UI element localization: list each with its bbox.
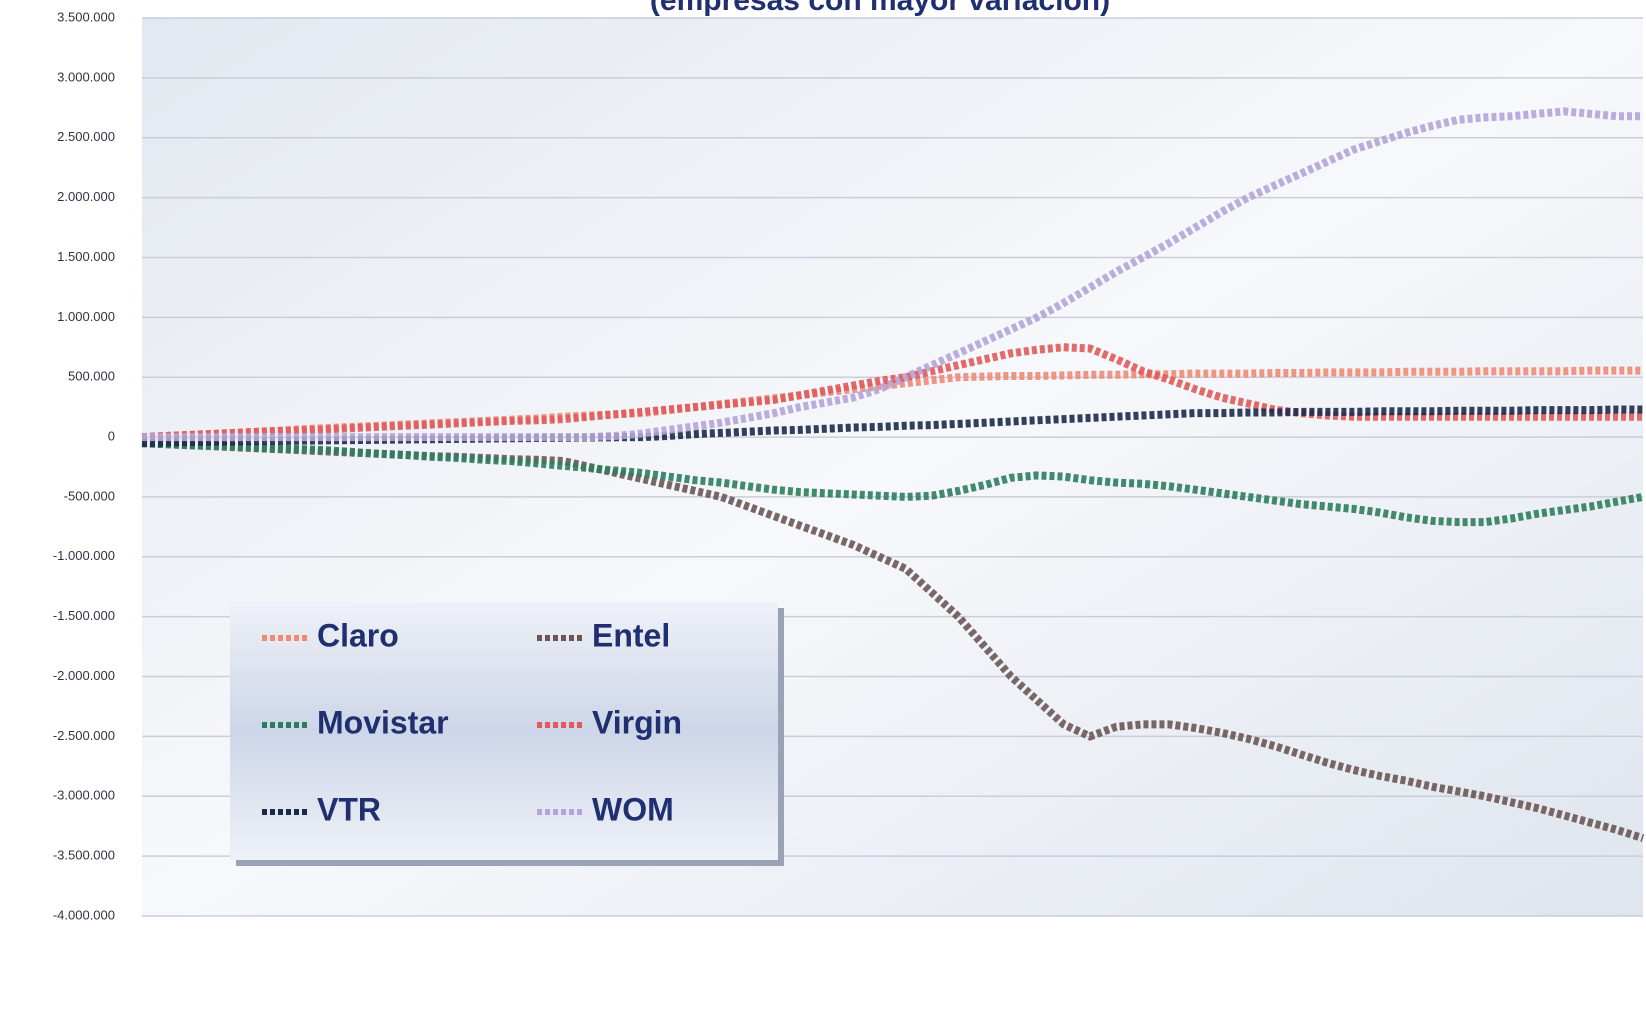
y-tick-label: -1.000.000 xyxy=(53,548,115,563)
y-tick-label: -4.000.000 xyxy=(53,907,115,922)
series-line xyxy=(142,107,1643,442)
legend-label: VTR xyxy=(317,791,381,827)
chart-title: (empresas con mayor variación) xyxy=(650,0,1110,17)
y-tick-label: 500.000 xyxy=(68,369,115,384)
legend-label: Claro xyxy=(317,617,399,653)
legend-box xyxy=(230,602,778,860)
y-tick-label: -3.500.000 xyxy=(53,848,115,863)
legend-label: Entel xyxy=(592,617,670,653)
legend-label: Virgin xyxy=(592,704,682,740)
y-tick-label: 3.500.000 xyxy=(57,9,115,24)
legend-label: Movistar xyxy=(317,704,449,740)
y-tick-label: -2.500.000 xyxy=(53,728,115,743)
y-tick-label: 0 xyxy=(108,429,115,444)
y-tick-label: 3.000.000 xyxy=(57,69,115,84)
y-tick-label: -1.500.000 xyxy=(53,608,115,623)
y-tick-label: 2.500.000 xyxy=(57,129,115,144)
series-line xyxy=(141,343,1643,442)
y-tick-label: 1.000.000 xyxy=(57,309,115,324)
y-tick-label: 2.000.000 xyxy=(57,189,115,204)
y-tick-label: -500.000 xyxy=(64,488,115,503)
series-line xyxy=(141,439,1644,527)
y-tick-label: -3.000.000 xyxy=(53,788,115,803)
y-tick-label: -2.000.000 xyxy=(53,668,115,683)
legend-label: WOM xyxy=(592,791,674,827)
y-tick-label: 1.500.000 xyxy=(57,249,115,264)
